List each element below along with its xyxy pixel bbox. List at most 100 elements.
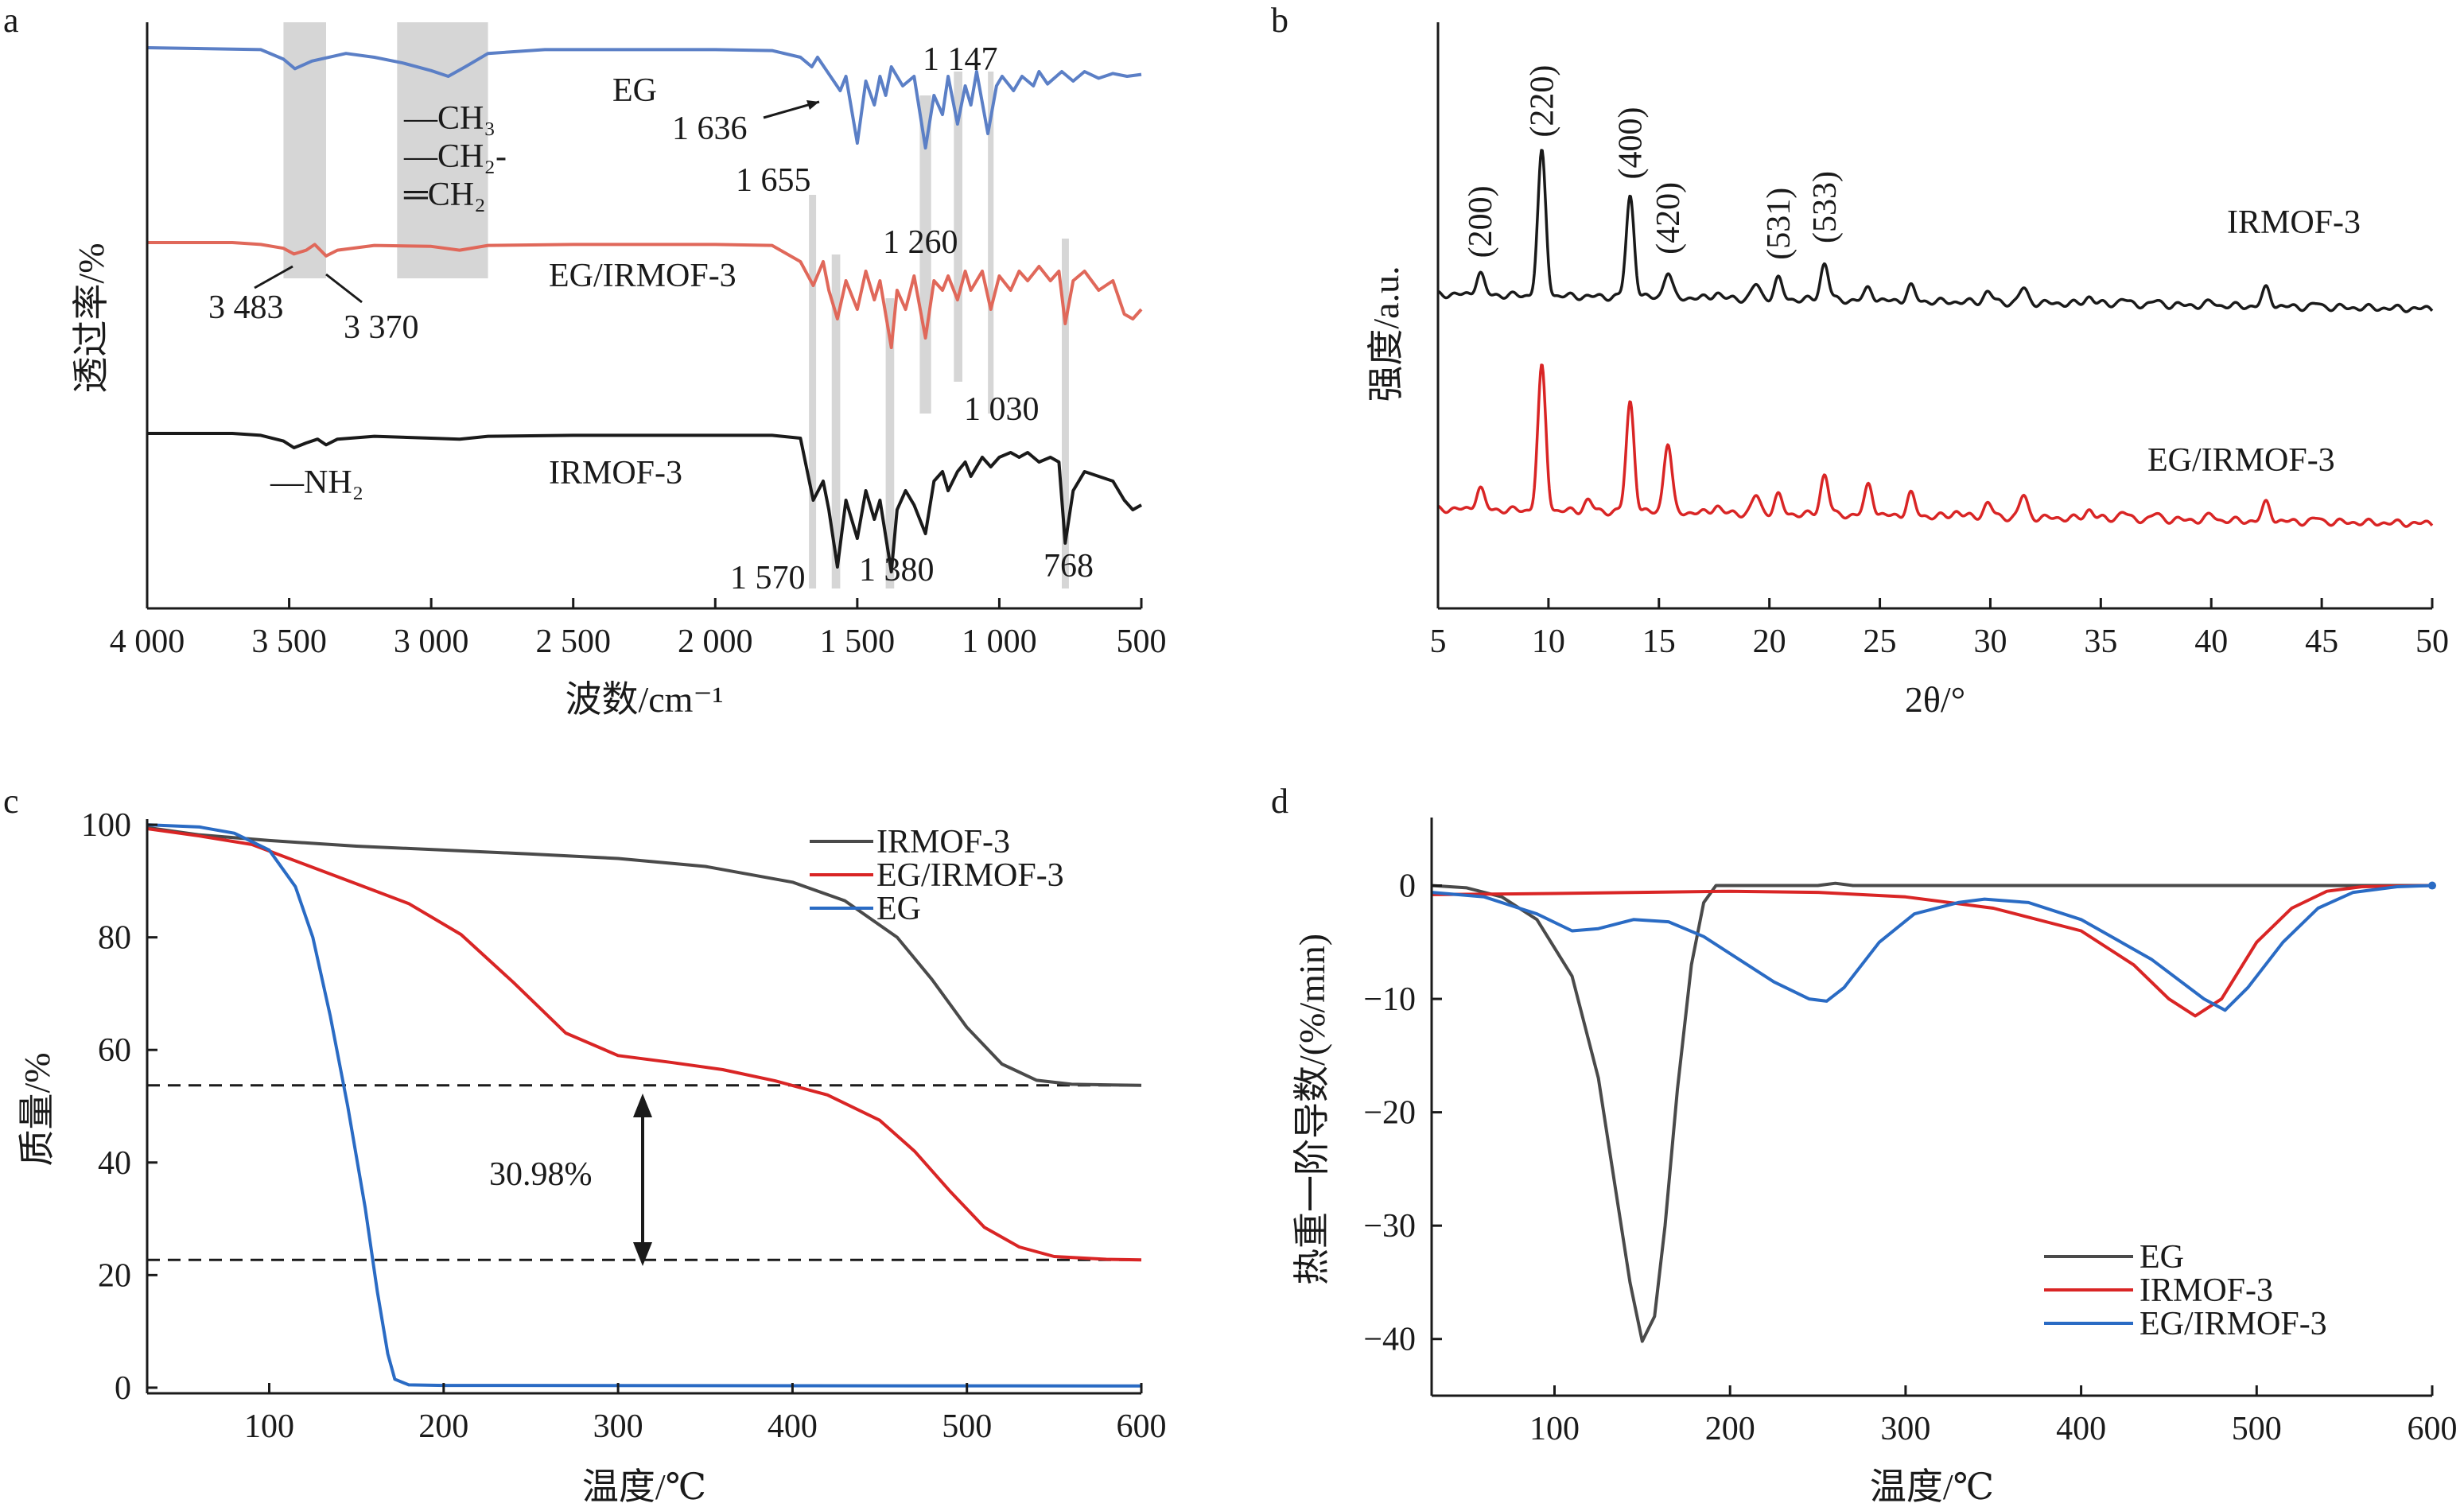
y-tick-label: 60 [98, 1032, 131, 1069]
series-label-eg-irmof3: EG/IRMOF-3 [549, 258, 736, 294]
highlight-band [831, 254, 841, 588]
mass-difference-label: 30.98% [489, 1156, 593, 1193]
series-line [1431, 884, 2433, 1018]
x-tick-label: 200 [1705, 1411, 1755, 1447]
peak-label: 1 570 [730, 560, 806, 596]
y-tick-label: 20 [98, 1257, 131, 1294]
series-label-irmof3: IRMOF-3 [549, 455, 682, 491]
x-tick-label: 30 [1973, 623, 2007, 660]
y-tick-label: −20 [1363, 1095, 1416, 1132]
series-label-eg: EG [612, 72, 657, 109]
panel-c: 100 200 300 400 500 600 0 20 40 60 80 100 温度/℃ 质量/%… [17, 807, 1167, 1507]
panel-letter-c: c [3, 782, 19, 821]
peak-label: 1 636 [672, 111, 748, 147]
highlight-bands [283, 22, 1069, 588]
x-tick-label: 20 [1753, 623, 1786, 660]
series-line [1431, 881, 2432, 1343]
x-tick-label: 40 [2194, 623, 2228, 660]
x-axis-label: 波数/cm⁻¹ [565, 679, 723, 720]
y-tick-label: 0 [1399, 868, 1416, 905]
x-tick-label: 4 000 [110, 623, 185, 660]
highlight-band [809, 195, 817, 588]
peak-arrow [325, 273, 363, 304]
x-tick-label: 400 [2056, 1411, 2106, 1447]
peak-label: 1 655 [736, 162, 811, 199]
x-tick-label: 15 [1642, 623, 1676, 660]
series-line [147, 241, 1143, 349]
series-line [146, 825, 1142, 1087]
tga-series [146, 823, 1142, 1388]
peak-label: 768 [1044, 548, 1094, 585]
axis-ticks: 100 200 300 400 500 600 0 −10 −20 −30 −40 [1363, 868, 2457, 1447]
peak-label: (420) [1650, 182, 1687, 254]
arrow-head-down [633, 1242, 652, 1266]
peak-arrow-head [806, 100, 819, 110]
y-tick-label: 100 [81, 807, 131, 844]
highlight-band [954, 72, 962, 382]
series-label-irmof3: IRMOF-3 [2227, 204, 2361, 241]
x-axis-label: 温度/℃ [1870, 1466, 1994, 1507]
legend-label: EG/IRMOF-3 [876, 857, 1064, 894]
legend-label: IRMOF-3 [876, 824, 1010, 860]
series-line [146, 827, 1142, 1262]
x-tick-label: 5 [1430, 623, 1447, 660]
x-tick-label: 600 [2408, 1411, 2458, 1447]
arrow-head-up [633, 1093, 652, 1117]
legend-label: EG/IRMOF-3 [2139, 1306, 2327, 1342]
legend: IRMOF-3EG/IRMOF-3EG [810, 824, 1064, 927]
end-marker [2428, 881, 2436, 890]
x-tick-label: 400 [768, 1408, 818, 1445]
x-ticks: 5 10 15 20 25 30 35 40 45 50 [1430, 598, 2449, 660]
x-tick-label: 45 [2305, 623, 2338, 660]
panel-letter-b: b [1271, 1, 1288, 40]
series-line [1437, 363, 2434, 528]
peak-label: 1 147 [923, 41, 998, 78]
series-line [146, 46, 1142, 150]
panel-letter-d: d [1271, 782, 1288, 821]
x-tick-label: 50 [2415, 623, 2449, 660]
x-tick-label: 10 [1532, 623, 1565, 660]
x-axis-label: 温度/℃ [582, 1466, 706, 1507]
group-label-eq-ch2: ═CH₂ [403, 177, 486, 213]
x-tick-label: 1 000 [962, 623, 1037, 660]
group-label-ch2: —CH₂- [403, 138, 507, 175]
peak-arrow [254, 265, 293, 289]
y-axis-label: 透过率/% [71, 243, 111, 393]
peak-label: (531) [1761, 188, 1797, 260]
x-tick-label: 500 [942, 1408, 992, 1445]
y-tick-label: −10 [1363, 981, 1416, 1018]
panel-letter-a: a [3, 1, 19, 40]
y-tick-label: −40 [1363, 1322, 1416, 1358]
peak-label: 1 260 [883, 224, 958, 261]
x-tick-label: 100 [244, 1408, 294, 1445]
group-label-nh2: —NH₂ [270, 464, 363, 501]
y-tick-label: 80 [98, 920, 131, 957]
x-tick-label: 300 [593, 1408, 643, 1445]
series-line [147, 432, 1142, 573]
peak-label: 3 370 [344, 309, 419, 346]
x-tick-label: 25 [1864, 623, 1897, 660]
legend-label: EG [876, 891, 921, 927]
x-tick-label: 500 [2232, 1411, 2282, 1447]
highlight-band [919, 95, 931, 414]
legend-label: IRMOF-3 [2139, 1272, 2273, 1309]
peak-label: 1 030 [964, 391, 1040, 428]
dtg-series [1431, 881, 2436, 1343]
peak-label: (400) [1613, 107, 1650, 180]
y-axis-label: 质量/% [17, 1052, 57, 1166]
group-label-ch3: —CH₃ [403, 100, 496, 137]
x-tick-label: 500 [1117, 623, 1167, 660]
series-label-eg-irmof3: EG/IRMOF-3 [2147, 442, 2335, 479]
axis-ticks: 100 200 300 400 500 600 0 20 40 60 80 100 [81, 807, 1167, 1445]
x-tick-label: 1 500 [820, 623, 896, 660]
panel-a: 4 000 3 500 3 000 2 500 2 000 1 500 1 000 500 波… [71, 22, 1167, 720]
x-tick-label: 35 [2084, 623, 2117, 660]
x-ticks: 4 000 3 500 3 000 2 500 2 000 1 500 1 000 500 [110, 598, 1167, 660]
legend-label: EG [2139, 1239, 2184, 1276]
x-axis-label: 2θ/° [1905, 679, 1965, 720]
x-tick-label: 600 [1117, 1408, 1167, 1445]
panel-b: 5 10 15 20 25 30 35 40 45 50 2θ/° 强度/a.u. (200)(2… [1366, 22, 2449, 720]
series-line [146, 823, 1142, 1388]
y-tick-label: 40 [98, 1145, 131, 1182]
